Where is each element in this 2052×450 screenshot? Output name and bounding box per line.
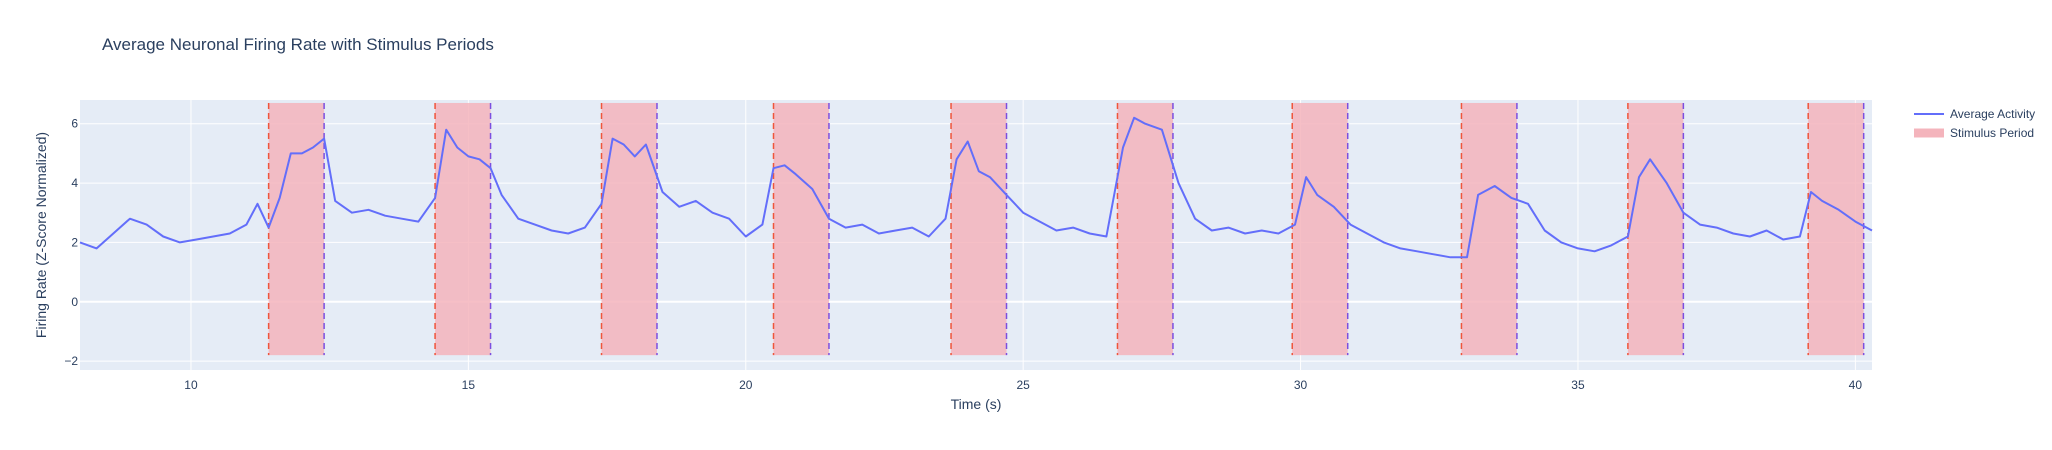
activity-line-layer: [79, 116, 1873, 259]
y-tick-label: 4: [71, 176, 78, 190]
x-tick-label: 15: [462, 378, 476, 392]
stimulus-period-band: [951, 102, 1007, 356]
x-axis-title: Time (s): [951, 396, 1002, 412]
stimulus-period-band: [1117, 102, 1173, 356]
x-tick-label: 25: [1016, 378, 1030, 392]
x-tick-label: 35: [1571, 378, 1585, 392]
stimulus-periods: [267, 102, 1865, 356]
y-axis-title: Firing Rate (Z-Score Normalized): [33, 132, 49, 338]
y-tick-label: 0: [71, 295, 78, 309]
y-tick-label: −2: [64, 354, 78, 368]
axis-ticks: 10 15 20 25 30 35 40 −2 0 2 4 6: [64, 117, 1862, 392]
x-tick-label: 40: [1849, 378, 1863, 392]
legend: Average Activity Stimulus Period: [1914, 107, 2035, 140]
x-tick-label: 20: [739, 378, 753, 392]
y-tick-label: 2: [71, 235, 78, 249]
average-activity-line[interactable]: [79, 116, 1873, 259]
stimulus-period-band: [1627, 102, 1684, 356]
y-tick-label: 6: [71, 117, 78, 131]
stimulus-period-band: [1808, 102, 1864, 356]
x-tick-label: 30: [1294, 378, 1308, 392]
x-tick-label: 10: [184, 378, 198, 392]
chart-title: Average Neuronal Firing Rate with Stimul…: [102, 35, 494, 54]
legend-label-average-activity[interactable]: Average Activity: [1950, 107, 2035, 121]
stimulus-period-band: [268, 102, 325, 356]
stimulus-period-band: [773, 102, 829, 356]
legend-label-stimulus-period[interactable]: Stimulus Period: [1950, 126, 2034, 140]
stimulus-period-band: [1461, 102, 1517, 356]
stimulus-period-band: [601, 102, 657, 356]
stimulus-period-band: [1292, 102, 1348, 356]
